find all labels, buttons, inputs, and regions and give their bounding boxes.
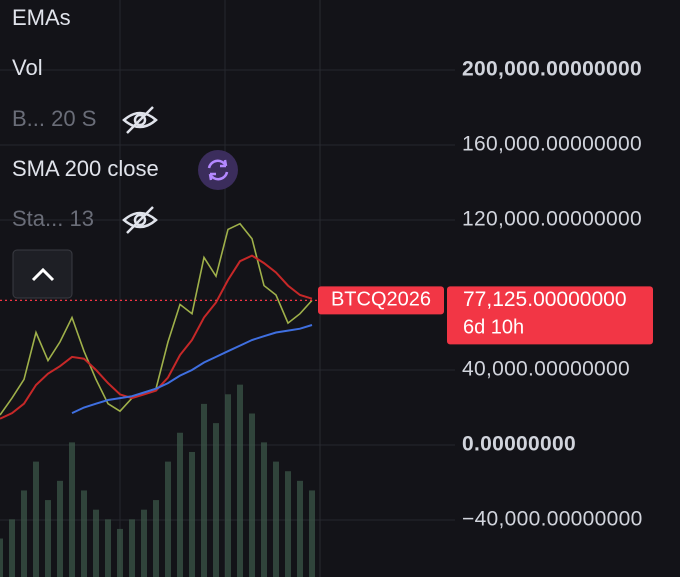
- series-line: [71, 324, 313, 415]
- volume-bar: [237, 384, 243, 577]
- y-tick-label: 160,000.00000000: [462, 133, 642, 156]
- price-tag: [447, 286, 653, 345]
- y-tick-label: 0.00000000: [462, 433, 576, 456]
- volume-bar: [9, 519, 15, 577]
- eye-pupil: [133, 213, 147, 227]
- collapse-arrow: [31, 267, 55, 282]
- volume-bar: [105, 519, 111, 577]
- indicator-label: Vol: [12, 55, 43, 80]
- volume-bar: [129, 519, 135, 577]
- eye-pupil: [133, 113, 147, 127]
- y-tick-label: 200,000.00000000: [462, 58, 642, 81]
- sync-arrow: [208, 171, 229, 181]
- volume-bar: [213, 423, 219, 577]
- volume-bar: [0, 538, 3, 577]
- volume-bar: [273, 461, 279, 577]
- sync-icon[interactable]: [198, 150, 238, 190]
- volume-bar: [189, 451, 195, 577]
- volume-bar: [117, 528, 123, 577]
- volume-bar: [153, 500, 159, 577]
- volume-bar: [33, 461, 39, 577]
- indicator-label: SMA 200 close: [12, 156, 159, 181]
- volume-bar: [141, 509, 147, 577]
- price-label: 77,125.00000000: [463, 288, 627, 311]
- volume-bar: [249, 413, 255, 577]
- countdown-label: 6d 10h: [463, 317, 524, 339]
- collapse-button[interactable]: [12, 249, 73, 299]
- y-tick-label: 120,000.00000000: [462, 208, 642, 231]
- volume-bar: [225, 394, 231, 577]
- symbol-label: BTCQ2026: [331, 289, 431, 311]
- volume-bar: [309, 490, 315, 577]
- series-line: [0, 254, 313, 420]
- volume-bar: [69, 442, 75, 577]
- eye-slash: [126, 106, 154, 134]
- volume-bar: [165, 461, 171, 577]
- hidden-icon[interactable]: [122, 106, 158, 134]
- indicator-label: Sta... 13: [12, 206, 94, 231]
- volume-bar: [177, 432, 183, 577]
- sync-bg: [198, 150, 238, 190]
- collapse-box: [12, 249, 73, 299]
- hidden-icon[interactable]: [122, 206, 158, 234]
- volume-bar: [57, 480, 63, 577]
- sync-arrow: [207, 159, 228, 169]
- volume-bar: [21, 490, 27, 577]
- symbol-tag: [318, 286, 444, 315]
- volume-bar: [93, 509, 99, 577]
- volume-bar: [201, 403, 207, 577]
- volume-bar: [81, 490, 87, 577]
- y-tick-label: −40,000.00000000: [462, 508, 643, 531]
- volume-bar: [285, 471, 291, 577]
- eye-slash: [126, 206, 154, 234]
- volume-bar: [45, 500, 51, 577]
- volume-bar: [261, 442, 267, 577]
- y-tick-label: 40,000.00000000: [462, 358, 630, 381]
- volume-bar: [297, 480, 303, 577]
- indicator-label: B... 20 S: [12, 106, 96, 131]
- indicator-label: EMAs: [12, 5, 71, 30]
